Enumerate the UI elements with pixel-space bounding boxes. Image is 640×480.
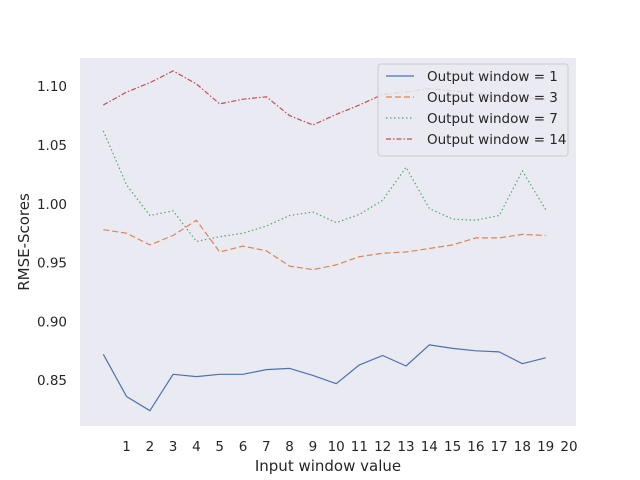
x-tick-label: 17 xyxy=(491,439,508,455)
legend-label-3: Output window = 7 xyxy=(427,111,558,127)
x-tick-label: 10 xyxy=(328,439,345,455)
y-tick-label: 0.90 xyxy=(37,314,67,330)
legend-box xyxy=(377,63,569,157)
x-tick-label: 15 xyxy=(444,439,461,455)
series-line-1 xyxy=(102,344,546,412)
x-tick-label: 6 xyxy=(239,439,248,455)
series-line-2 xyxy=(103,219,546,271)
x-tick-label: 18 xyxy=(514,439,531,455)
series-line-3 xyxy=(102,130,547,242)
x-tick-label: 2 xyxy=(146,439,155,455)
x-tick-label: 13 xyxy=(397,439,414,455)
x-tick-label: 3 xyxy=(169,439,178,455)
y-tick-label: 1.10 xyxy=(37,79,67,95)
y-tick-label: 1.05 xyxy=(37,138,67,154)
y-tick-labels: 0.85 0.90 0.95 1.00 1.05 1.10 xyxy=(37,79,67,389)
legend-label-2: Output window = 3 xyxy=(427,90,558,106)
x-tick-label: 4 xyxy=(192,439,201,455)
x-tick-label: 19 xyxy=(537,439,554,455)
x-tick-label: 9 xyxy=(309,439,318,455)
y-tick-label: 1.00 xyxy=(37,197,67,213)
legend: Output window = 1 Output window = 3 Output… xyxy=(377,63,569,157)
x-tick-label: 20 xyxy=(560,439,577,455)
x-tick-label: 12 xyxy=(374,439,391,455)
legend-label-1: Output window = 1 xyxy=(427,69,558,85)
x-tick-label: 16 xyxy=(467,439,484,455)
x-tick-label: 8 xyxy=(285,439,294,455)
legend-items: Output window = 1 Output window = 3 Output… xyxy=(386,69,566,148)
x-tick-labels: 1 2 3 4 5 6 7 8 9 10 11 12 13 14 15 16 17 18 19 20 xyxy=(122,439,577,455)
y-tick-label: 0.85 xyxy=(37,373,67,389)
x-tick-label: 14 xyxy=(421,439,438,455)
x-tick-label: 7 xyxy=(262,439,271,455)
x-tick-label: 5 xyxy=(215,439,224,455)
x-tick-label: 11 xyxy=(351,439,368,455)
y-axis-label: RMSE-Scores xyxy=(15,193,33,291)
y-tick-label: 0.95 xyxy=(37,256,67,272)
legend-label-4: Output window = 14 xyxy=(427,132,566,148)
x-axis-label: Input window value xyxy=(255,457,401,475)
x-tick-label: 1 xyxy=(122,439,131,455)
